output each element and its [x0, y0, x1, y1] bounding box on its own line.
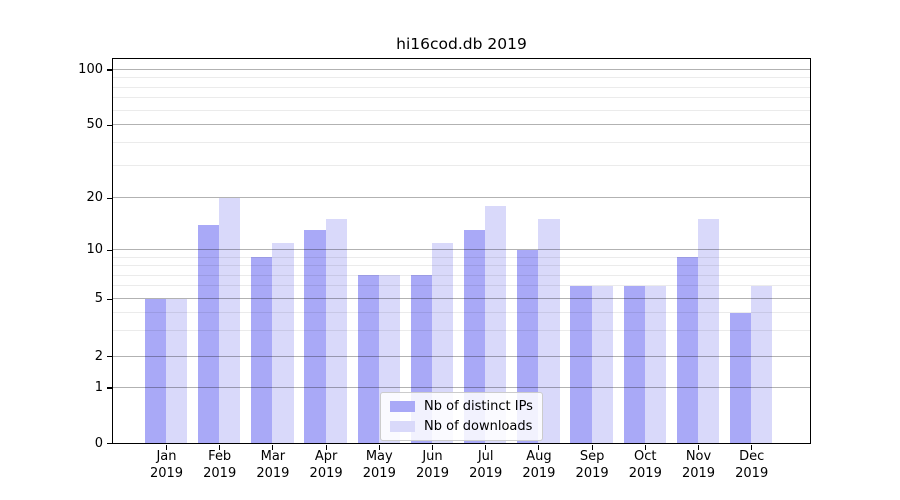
bar-dec-downloads — [751, 285, 773, 443]
plot-area — [111, 57, 811, 444]
y-tick-mark — [107, 356, 112, 358]
legend-swatch-icon — [390, 421, 415, 432]
x-tick-label-oct: Oct 2019 — [628, 449, 662, 481]
legend: Nb of distinct IPs Nb of downloads — [380, 392, 543, 441]
y-tick-label: 2 — [94, 348, 103, 364]
bar-apr-ips — [304, 230, 326, 443]
x-tick-mark — [751, 445, 753, 450]
y-tick-mark — [107, 298, 112, 300]
x-tick-label-jun: Jun 2019 — [415, 449, 450, 481]
y-tick-label: 20 — [86, 190, 103, 206]
bar-mar-downloads — [272, 242, 294, 443]
x-tick-label-mar: Mar 2019 — [256, 449, 290, 481]
bar-dec-ips — [730, 312, 752, 443]
bar-jul-downloads — [485, 205, 507, 443]
legend-entry: Nb of distinct IPs — [390, 399, 533, 414]
x-tick-mark — [538, 445, 540, 450]
bar-mar-ips — [251, 257, 273, 443]
major-gridline — [112, 124, 810, 126]
minor-gridline — [112, 97, 810, 99]
y-tick-mark — [107, 442, 112, 445]
x-tick-mark — [165, 445, 168, 450]
legend-entry: Nb of downloads — [390, 419, 533, 434]
minor-gridline — [112, 164, 810, 166]
x-tick-label-sep: Sep 2019 — [575, 449, 609, 481]
minor-gridline — [112, 142, 810, 144]
x-tick-label-nov: Nov 2019 — [681, 449, 716, 481]
bar-feb-downloads — [219, 197, 241, 443]
x-tick-label-jul: Jul 2019 — [469, 449, 503, 481]
x-tick-label-feb: Feb 2019 — [203, 449, 237, 481]
major-gridline — [112, 197, 810, 199]
minor-gridline — [112, 109, 810, 111]
y-tick-mark — [107, 387, 112, 389]
x-tick-mark — [325, 445, 327, 450]
bar-sep-downloads — [591, 285, 613, 443]
y-tick-mark — [107, 197, 112, 199]
x-tick-mark — [272, 445, 274, 450]
legend-swatch-icon — [390, 401, 415, 412]
bar-oct-ips — [623, 285, 645, 443]
y-tick-mark — [107, 69, 112, 71]
bar-jul-ips — [464, 230, 486, 443]
x-tick-mark — [485, 445, 487, 450]
bar-may-ips — [357, 275, 379, 443]
chart-title: hi16cod.db 2019 — [396, 35, 527, 53]
bar-jan-ips — [144, 298, 166, 443]
legend-label: Nb of distinct IPs — [424, 399, 533, 414]
bar-nov-downloads — [698, 219, 720, 443]
x-tick-label-dec: Dec 2019 — [735, 449, 769, 481]
legend-label: Nb of downloads — [424, 419, 533, 434]
bar-feb-ips — [198, 224, 220, 443]
x-tick-mark — [431, 445, 434, 450]
minor-gridline — [112, 77, 810, 79]
bar-apr-downloads — [325, 219, 347, 443]
x-tick-mark — [219, 445, 221, 450]
x-tick-label-jan: Jan 2019 — [149, 449, 184, 481]
x-tick-mark — [697, 445, 700, 450]
y-tick-label: 5 — [94, 291, 103, 307]
bar-aug-downloads — [538, 219, 560, 443]
major-gridline — [112, 68, 810, 70]
bar-nov-ips — [676, 257, 698, 443]
y-tick-mark — [107, 249, 112, 251]
x-tick-mark — [378, 445, 380, 450]
bar-sep-ips — [570, 285, 592, 443]
y-tick-label: 100 — [78, 61, 103, 77]
x-tick-label-aug: Aug 2019 — [522, 449, 556, 481]
x-tick-label-may: May 2019 — [362, 449, 396, 481]
x-tick-label-apr: Apr 2019 — [309, 449, 343, 481]
y-tick-mark — [107, 124, 112, 126]
minor-gridline — [112, 86, 810, 88]
bar-jan-downloads — [166, 298, 188, 443]
x-tick-mark — [644, 445, 646, 450]
bar-oct-downloads — [644, 285, 666, 443]
x-tick-mark — [591, 445, 593, 450]
y-tick-label: 50 — [86, 117, 103, 133]
y-tick-label: 0 — [94, 435, 103, 451]
y-tick-label: 10 — [86, 242, 103, 258]
y-tick-label: 1 — [94, 379, 103, 395]
